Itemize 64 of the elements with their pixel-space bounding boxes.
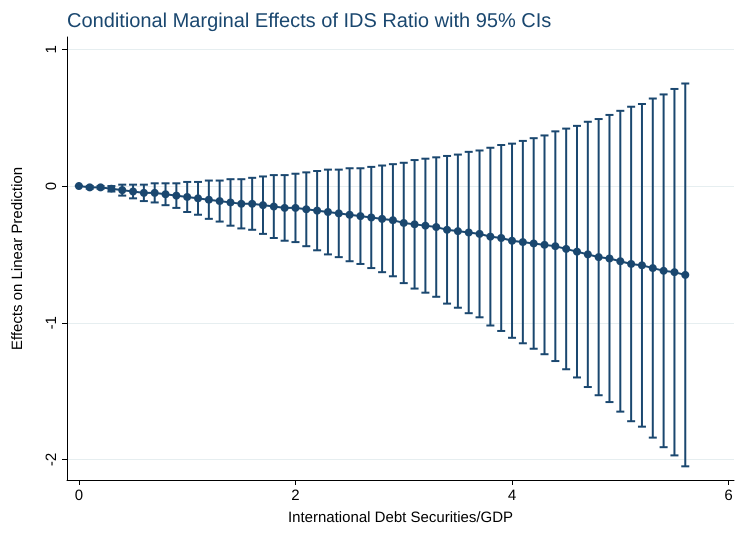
x-tick-label: 6	[724, 487, 733, 504]
point	[334, 209, 343, 218]
y-axis-title: Effects on Linear Prediction	[9, 166, 26, 350]
point	[346, 210, 354, 219]
point	[280, 204, 289, 212]
point	[291, 204, 300, 212]
point	[530, 239, 538, 248]
y-tick-label: -2	[43, 452, 60, 466]
point	[172, 192, 180, 200]
point	[388, 216, 397, 224]
point	[551, 242, 560, 250]
point	[660, 266, 668, 275]
point	[118, 186, 126, 194]
point	[162, 190, 170, 198]
point	[204, 196, 213, 204]
point	[150, 188, 159, 197]
point	[400, 218, 408, 227]
point	[638, 261, 646, 270]
point	[258, 201, 267, 210]
point	[486, 232, 494, 241]
point	[584, 250, 592, 258]
point	[367, 213, 376, 222]
point	[648, 264, 657, 272]
point	[562, 244, 570, 253]
x-axis-title: International Debt Securities/GDP	[288, 509, 514, 526]
point	[356, 212, 364, 220]
point	[194, 194, 202, 202]
x-tick-label: 4	[508, 487, 516, 504]
point	[216, 197, 224, 206]
chart-title: Conditional Marginal Effects of IDS Ratio with 95% CIs	[67, 10, 552, 32]
y-tick-label: 0	[43, 182, 60, 190]
point	[421, 222, 430, 230]
point	[627, 260, 636, 268]
point	[378, 214, 386, 223]
point	[432, 223, 440, 232]
point	[313, 206, 322, 215]
point	[518, 238, 527, 246]
point	[476, 230, 484, 238]
point	[540, 240, 549, 249]
point	[443, 226, 452, 234]
point	[605, 254, 614, 262]
point	[248, 200, 256, 208]
point	[573, 248, 581, 256]
x-tick-label: 2	[291, 487, 300, 504]
point	[497, 234, 506, 242]
point	[681, 270, 690, 279]
point	[670, 268, 678, 276]
point	[302, 205, 310, 214]
point	[464, 228, 473, 237]
x-tick-label: 0	[74, 487, 84, 504]
point	[410, 220, 419, 228]
point	[183, 192, 192, 201]
point	[594, 253, 603, 262]
point	[508, 236, 516, 245]
y-tick-label: 1	[43, 45, 60, 54]
point	[226, 198, 234, 206]
point	[270, 202, 278, 211]
point	[324, 208, 332, 216]
y-tick-label: -1	[43, 316, 60, 330]
point	[454, 227, 462, 236]
point	[237, 200, 246, 208]
point	[129, 188, 138, 196]
point	[616, 257, 624, 266]
point	[140, 188, 148, 197]
